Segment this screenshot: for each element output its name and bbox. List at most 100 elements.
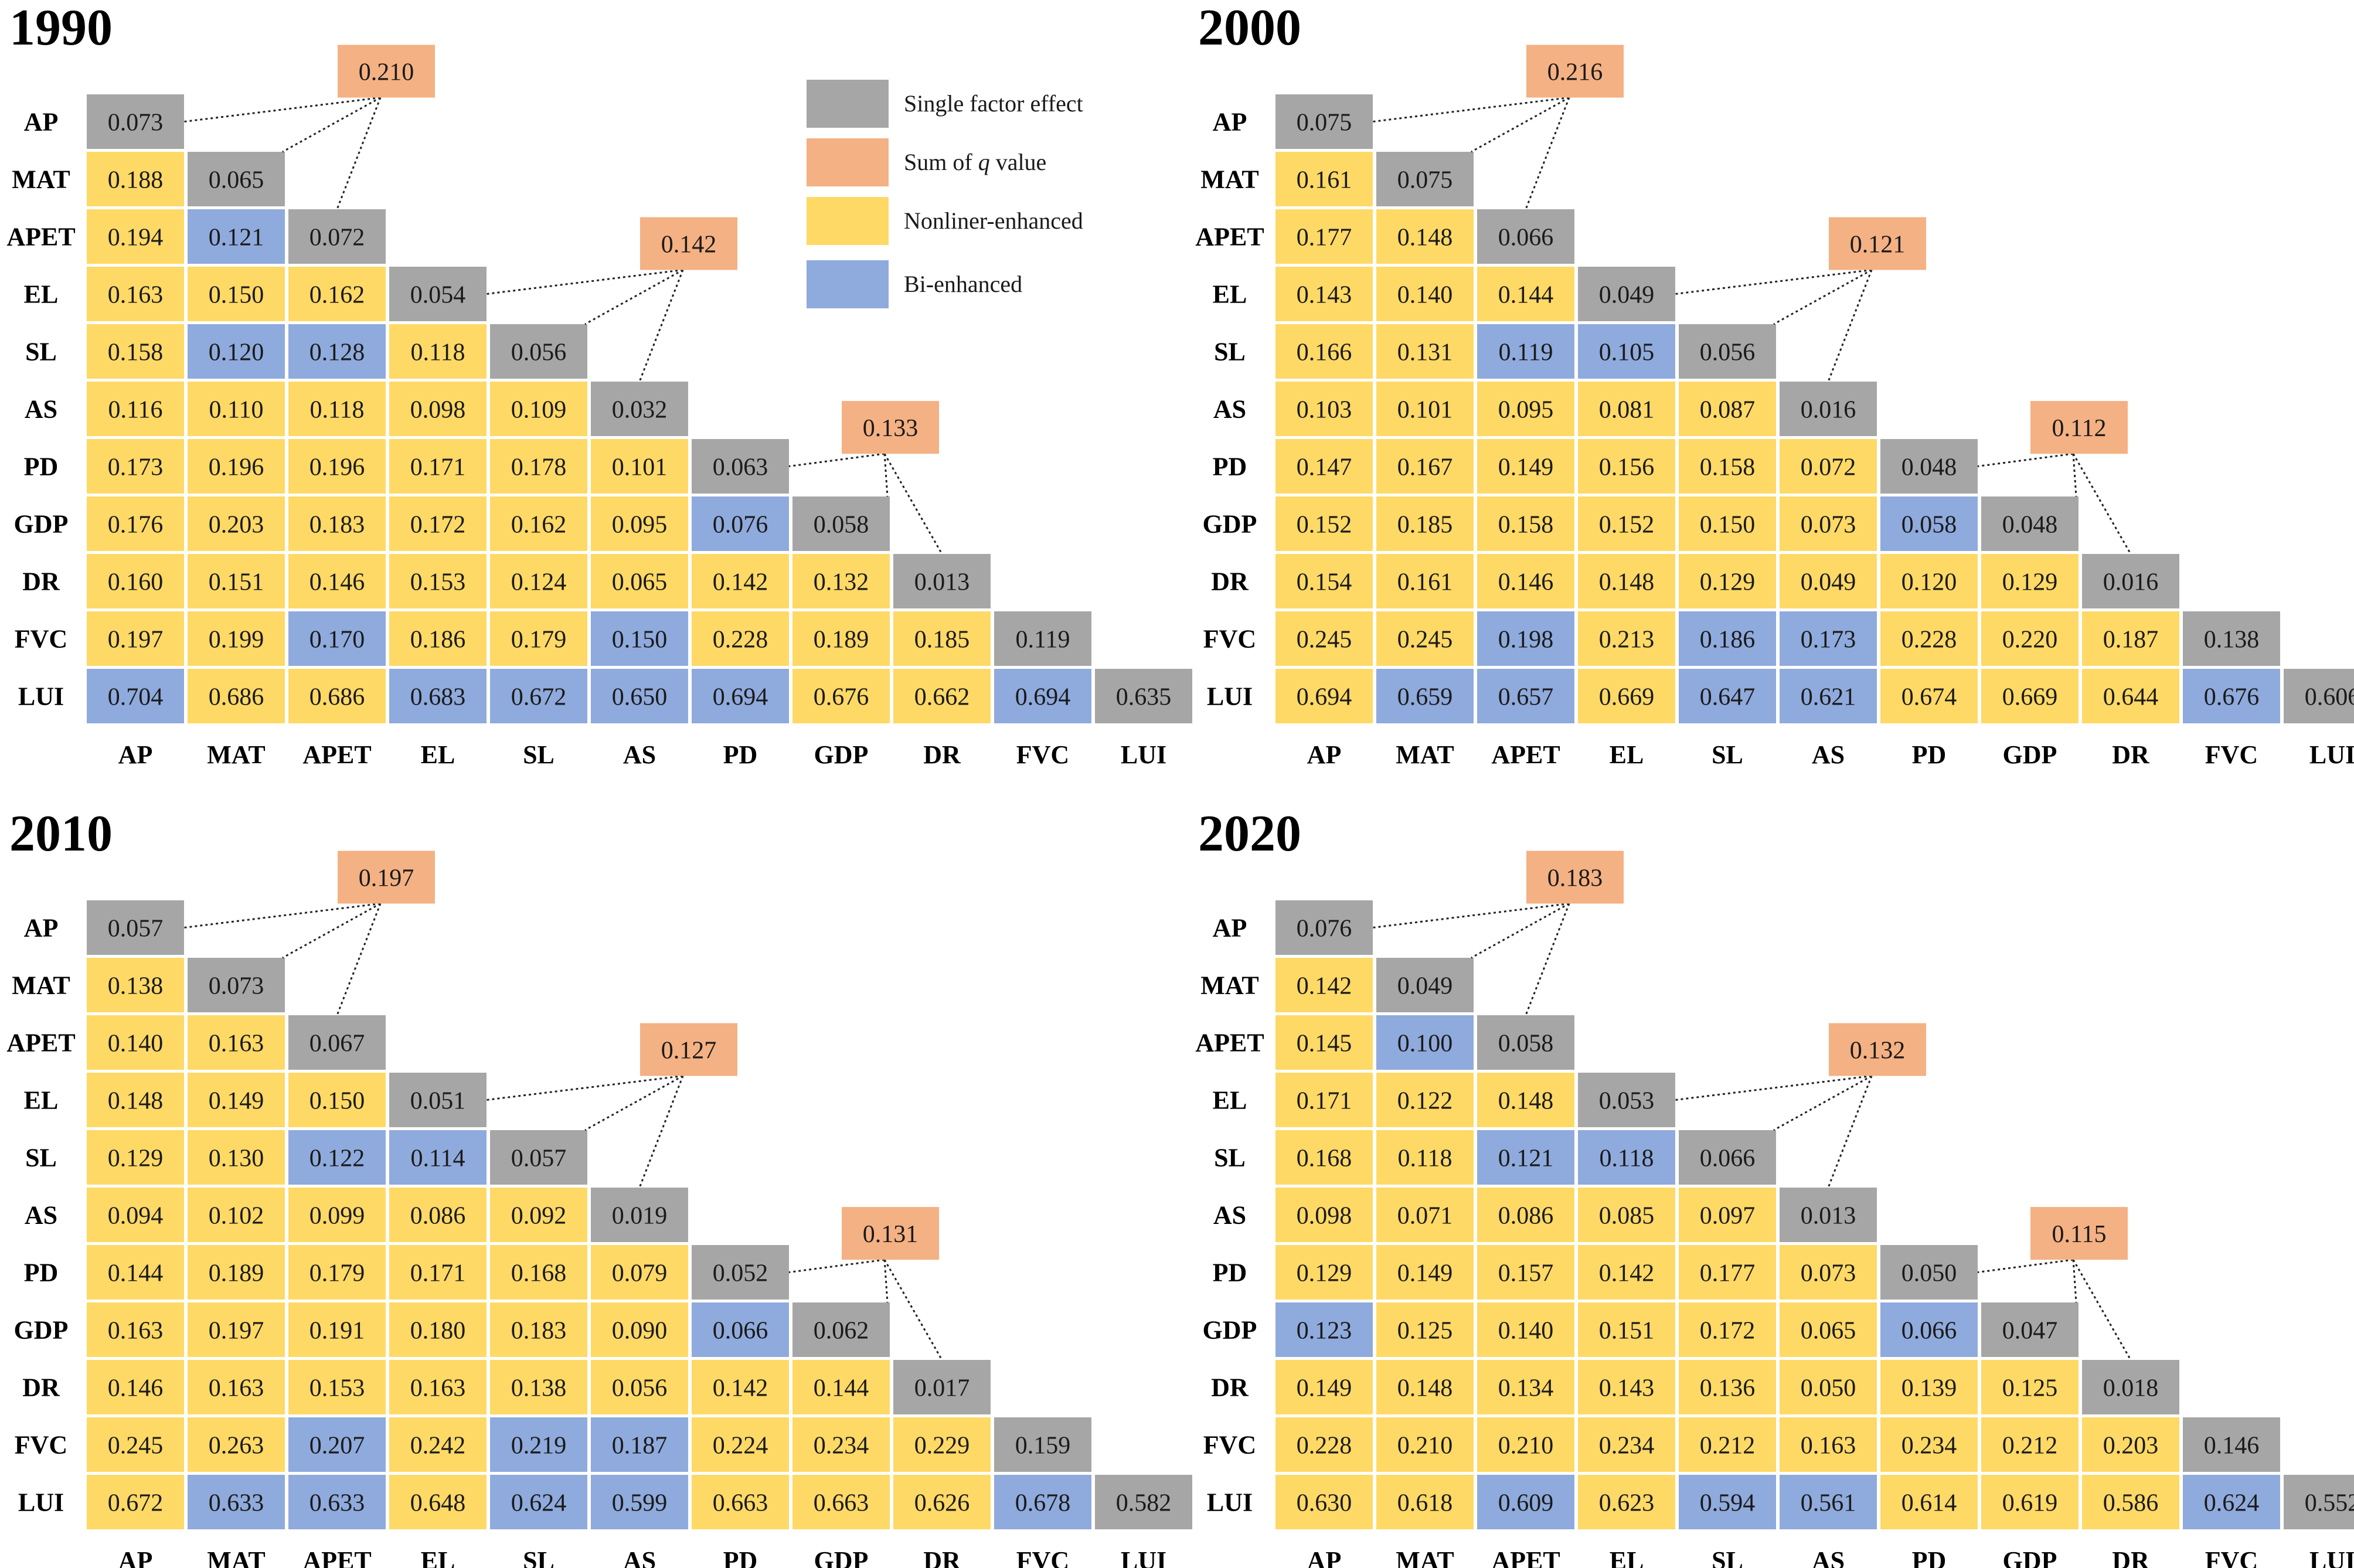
cell-pd-as	[591, 439, 688, 494]
cell-mat-ap	[1275, 152, 1373, 206]
cell-gdp-pd	[1880, 1302, 1978, 1357]
col-label-pd: PD	[1912, 1546, 1947, 1568]
cell-value: 0.599	[612, 1490, 668, 1517]
cell-as-as	[1780, 1188, 1877, 1242]
cell-gdp-gdp	[1981, 1302, 2079, 1357]
cell-el-ap	[87, 267, 184, 321]
cell-value: 0.635	[1116, 684, 1172, 711]
cell-apet-ap	[87, 209, 184, 264]
cell-value: 0.196	[309, 454, 365, 481]
cell-value: 0.138	[511, 1375, 567, 1402]
cell-value: 0.234	[1901, 1433, 1957, 1460]
cell-fvc-sl	[1679, 611, 1776, 666]
cell-ap-ap	[87, 94, 184, 149]
cell-sl-mat	[1376, 324, 1474, 379]
cell-value: 0.144	[108, 1260, 164, 1287]
cell-value: 0.213	[1599, 627, 1655, 654]
cell-sl-mat	[188, 1130, 285, 1185]
cell-fvc-fvc	[2183, 611, 2280, 666]
cell-value: 0.609	[1498, 1490, 1554, 1517]
cell-value: 0.058	[1901, 512, 1957, 539]
cell-value: 0.203	[2103, 1433, 2159, 1460]
row-label-apet: APET	[6, 1029, 75, 1057]
sum-q-value: 0.210	[359, 59, 414, 86]
col-label-gdp: GDP	[2003, 740, 2057, 769]
cell-value: 0.147	[1297, 454, 1352, 481]
cell-value: 0.090	[612, 1318, 668, 1345]
cell-value: 0.051	[410, 1088, 466, 1115]
cell-value: 0.594	[1700, 1490, 1756, 1517]
cell-el-mat	[188, 1073, 285, 1127]
row-label-el: EL	[1213, 1086, 1247, 1115]
cell-value: 0.049	[1599, 282, 1655, 309]
leader-line	[1827, 1075, 1873, 1188]
cell-value: 0.056	[612, 1375, 668, 1402]
cell-value: 0.183	[511, 1318, 567, 1345]
leader-line	[1525, 903, 1570, 1016]
cell-value: 0.648	[410, 1490, 466, 1517]
cell-value: 0.212	[1700, 1433, 1756, 1460]
cell-value: 0.016	[1801, 397, 1856, 424]
leader-line	[1977, 453, 2074, 467]
cell-value: 0.017	[914, 1375, 970, 1402]
cell-value: 0.129	[108, 1145, 164, 1172]
cell-fvc-el	[389, 611, 487, 666]
cell-value: 0.013	[1801, 1203, 1856, 1230]
row-label-mat: MAT	[12, 971, 70, 1000]
cell-gdp-as	[591, 1302, 688, 1357]
cell-value: 0.100	[1397, 1030, 1453, 1057]
cell-value: 0.185	[914, 627, 970, 654]
cell-gdp-gdp	[792, 496, 890, 551]
col-label-pd: PD	[723, 740, 758, 769]
cell-lui-dr	[2082, 1475, 2179, 1529]
cell-pd-ap	[87, 1245, 184, 1300]
row-label-dr: DR	[22, 1373, 60, 1402]
cell-value: 0.210	[1498, 1433, 1554, 1460]
sum-q-value: 0.121	[1850, 232, 1906, 259]
cell-fvc-fvc	[994, 1417, 1091, 1472]
cell-value: 0.552	[2305, 1490, 2354, 1517]
cell-value: 0.659	[1397, 684, 1453, 711]
leader-line	[584, 269, 683, 325]
cell-dr-pd	[692, 1360, 789, 1414]
cell-gdp-gdp	[1981, 496, 2079, 551]
cell-value: 0.128	[309, 339, 365, 366]
cell-apet-apet	[288, 1015, 386, 1070]
cell-fvc-ap	[1275, 611, 1373, 666]
row-label-dr: DR	[1211, 567, 1249, 596]
cell-value: 0.118	[310, 397, 365, 424]
col-label-as: AS	[1812, 740, 1845, 769]
cell-value: 0.228	[1297, 1433, 1352, 1460]
cell-value: 0.624	[511, 1490, 567, 1517]
col-label-gdp: GDP	[814, 1546, 869, 1568]
cell-fvc-as	[591, 1417, 688, 1472]
cell-value: 0.048	[1901, 454, 1957, 481]
col-label-sl: SL	[523, 1546, 555, 1568]
cell-apet-mat	[188, 1015, 285, 1070]
row-label-as: AS	[25, 1201, 57, 1230]
cell-value: 0.101	[612, 454, 668, 481]
sum-q-box	[1526, 851, 1624, 904]
cell-value: 0.101	[1397, 397, 1453, 424]
col-label-mat: MAT	[207, 1546, 265, 1568]
cell-value: 0.582	[1116, 1490, 1172, 1517]
panel-title: 2010	[9, 805, 113, 862]
cell-value: 0.114	[411, 1145, 465, 1172]
cell-dr-dr	[893, 554, 991, 608]
cell-fvc-apet	[288, 1417, 386, 1472]
cell-gdp-sl	[1679, 1302, 1776, 1357]
cell-value: 0.149	[1498, 454, 1554, 481]
cell-pd-as	[591, 1245, 688, 1300]
cell-value: 0.606	[2305, 684, 2354, 711]
legend-label: Single factor effect	[904, 90, 1083, 117]
cell-lui-el	[1578, 669, 1675, 723]
cell-fvc-gdp	[792, 1417, 890, 1472]
col-label-el: EL	[1610, 1546, 1644, 1568]
row-label-sl: SL	[25, 338, 57, 366]
sum-q-box	[1526, 45, 1624, 98]
cell-dr-apet	[288, 554, 386, 608]
col-label-pd: PD	[723, 1546, 758, 1568]
cell-value: 0.191	[309, 1318, 365, 1345]
col-label-dr: DR	[923, 740, 961, 769]
